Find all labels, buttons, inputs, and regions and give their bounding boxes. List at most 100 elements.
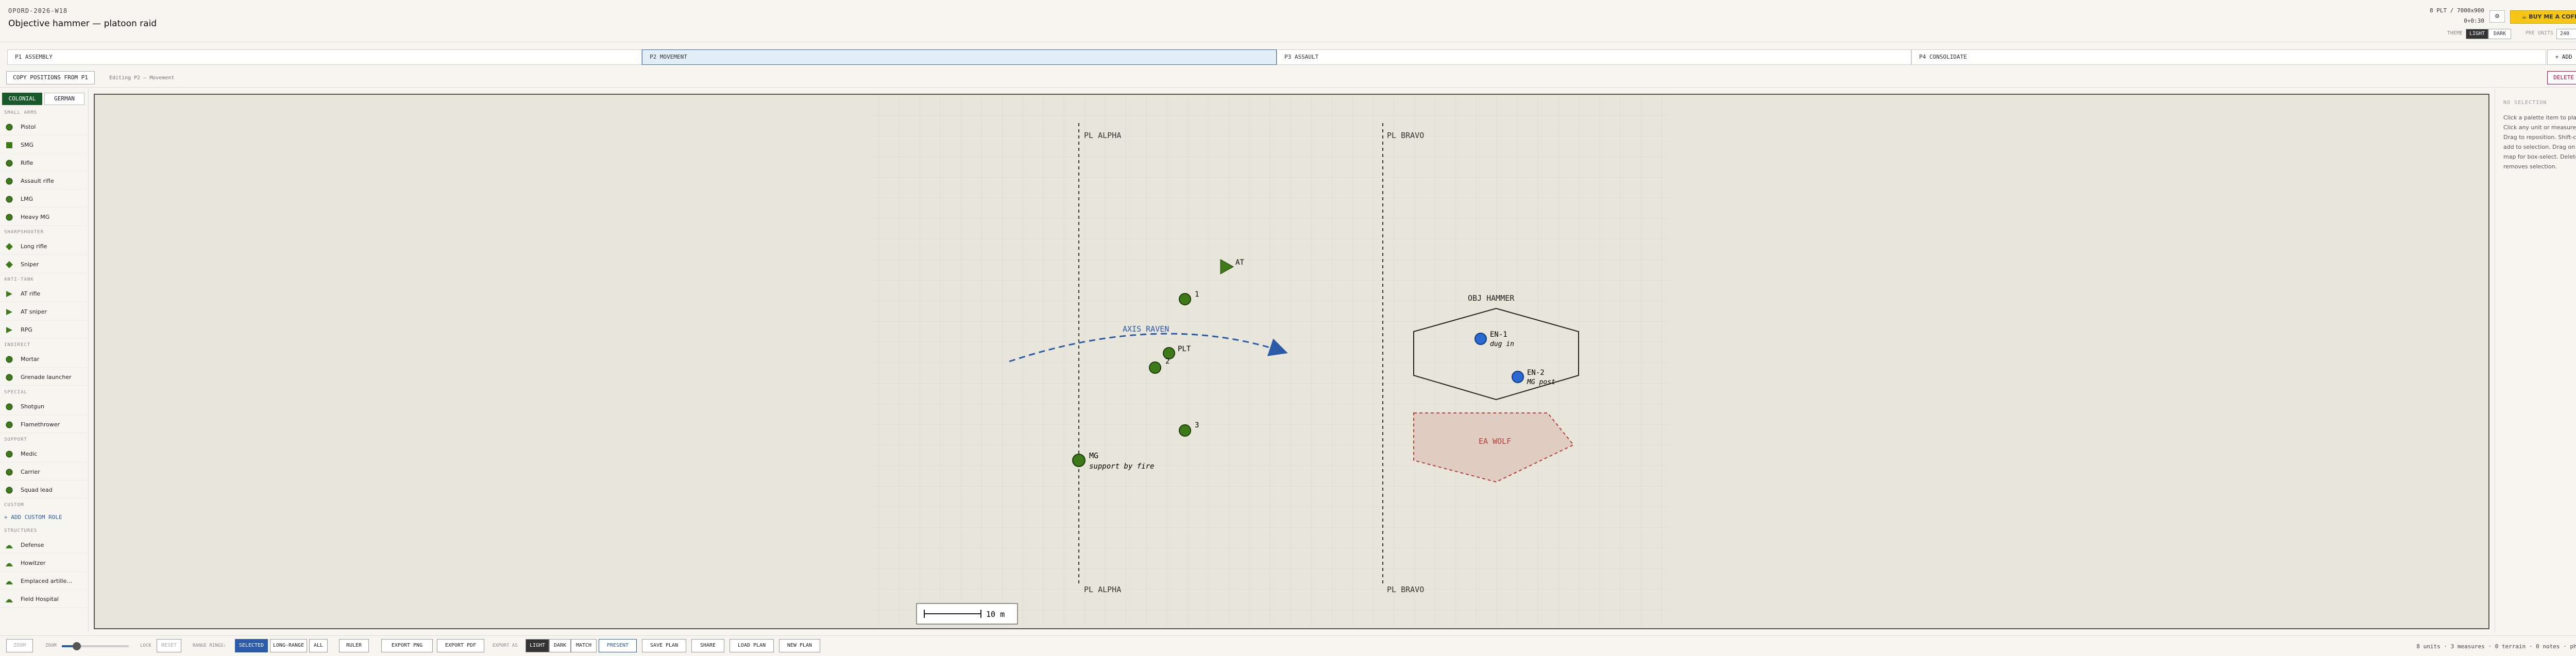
palette-item-carrier[interactable]: Carrier — [0, 462, 88, 480]
tab-german[interactable]: GERMAN — [44, 93, 84, 105]
palette-item-field-hospital[interactable]: Field Hospital — [0, 590, 88, 608]
save-plan-button[interactable]: SAVE PLAN — [642, 639, 686, 652]
grid-input[interactable]: 240 — [2556, 29, 2576, 39]
palette-item-sniper[interactable]: Sniper — [0, 255, 88, 273]
delete-phase-button[interactable]: DELETE PHASE — [2547, 71, 2576, 84]
ruler-button[interactable]: RULER — [339, 639, 369, 652]
enemy-note: MG post — [1527, 378, 1555, 386]
selection-help: Click a palette item to place it. Click … — [2503, 114, 2576, 170]
add-custom-role-button[interactable]: + ADD CUSTOM ROLE — [4, 514, 62, 521]
new-plan-button[interactable]: NEW PLAN — [779, 639, 820, 652]
unit-label: PLT — [1178, 345, 1191, 353]
palette-item-lmg[interactable]: LMG — [0, 189, 88, 208]
unit-symbol-icon — [5, 177, 13, 185]
unit-2[interactable] — [1149, 361, 1161, 374]
export-light-button[interactable]: LIGHT — [526, 639, 549, 652]
palette-item-long-rifle[interactable]: Long rifle — [0, 237, 88, 255]
unit-symbol-icon — [5, 403, 13, 411]
map-canvas[interactable]: PL ALPHA PL BRAVO PL ALPHA PL BRAVO AXIS… — [94, 94, 2489, 629]
export-pdf-button[interactable]: EXPORT PDF — [437, 639, 484, 652]
objective-label: OBJ HAMMER — [1468, 294, 1515, 303]
range-selected-button[interactable]: SELECTED — [235, 639, 268, 652]
add-phase-button[interactable]: + ADD PHASE — [2547, 49, 2576, 65]
palette-item-label: Assault rifle — [21, 178, 54, 184]
tab-phase-3[interactable]: P3 ASSAULT — [1277, 49, 1911, 65]
phase-line-label: PL BRAVO — [1387, 131, 1424, 140]
palette-item-at-sniper[interactable]: AT sniper — [0, 302, 88, 320]
phase-bar: P1 ASSEMBLY P2 MOVEMENT P3 ASSAULT P4 CO… — [0, 46, 2576, 66]
palette-item-rpg[interactable]: RPG — [0, 320, 88, 338]
palette-item-pistol[interactable]: Pistol — [0, 117, 88, 135]
palette-item-emplaced-artille[interactable]: Emplaced artille… — [0, 572, 88, 590]
unit-3[interactable] — [1179, 424, 1191, 437]
gear-icon[interactable]: ⚙ — [2489, 10, 2505, 23]
axis-label: AXIS RAVEN — [1123, 324, 1169, 334]
palette-item-flamethrower[interactable]: Flamethrower — [0, 415, 88, 433]
tab-phase-4[interactable]: P4 CONSOLIDATE — [1911, 49, 2546, 65]
palette-item-squad-lead[interactable]: Squad lead — [0, 480, 88, 498]
unit-symbol-icon — [5, 421, 13, 429]
tab-phase-2[interactable]: P2 MOVEMENT — [642, 49, 1277, 65]
palette-item-grenade-launcher[interactable]: Grenade launcher — [0, 368, 88, 386]
zoom-label: ZOOM — [45, 643, 57, 648]
palette-list: SMALL ARMS Pistol SMG Rifle Assault rifle LMG… — [0, 106, 88, 608]
palette-item-label: Flamethrower — [21, 421, 60, 428]
unit-plt[interactable] — [1163, 347, 1175, 359]
unit-note: support by fire — [1089, 462, 1154, 471]
theme-dark-button[interactable]: DARK — [2488, 29, 2511, 39]
palette-item-shotgun[interactable]: Shotgun — [0, 397, 88, 415]
palette-item-heavy-mg[interactable]: Heavy MG — [0, 208, 88, 226]
unit-symbol-icon — [5, 261, 13, 269]
unit-at[interactable] — [1220, 259, 1234, 274]
copy-positions-button[interactable]: COPY POSITIONS FROM P1 — [6, 71, 95, 84]
export-match-button[interactable]: MATCH — [571, 639, 597, 652]
position-readout: 0+0:30 — [2464, 18, 2484, 24]
theme-light-button[interactable]: LIGHT — [2466, 29, 2488, 39]
axis-of-advance[interactable] — [1009, 333, 1288, 362]
map-svg[interactable]: PL ALPHA PL BRAVO PL ALPHA PL BRAVO AXIS… — [95, 95, 2488, 628]
palette-item-howitzer[interactable]: Howitzer — [0, 554, 88, 572]
op-code: OPORD-2026-W18 — [8, 7, 68, 14]
tab-colonial[interactable]: COLONIAL — [2, 93, 42, 105]
zoom-slider[interactable] — [62, 642, 129, 650]
unit-mg[interactable] — [1072, 454, 1086, 467]
unit-symbol-icon — [5, 595, 13, 603]
reset-button[interactable]: RESET — [157, 639, 181, 652]
palette-item-label: AT rifle — [21, 290, 41, 297]
range-long-button[interactable]: LONG-RANGE — [270, 639, 307, 652]
present-button[interactable]: PRESENT — [599, 639, 637, 652]
palette-item-defense[interactable]: Defense — [0, 536, 88, 554]
objective-area[interactable] — [1413, 307, 1579, 401]
palette-item-assault-rifle[interactable]: Assault rifle — [0, 171, 88, 189]
palette-item-at-rifle[interactable]: AT rifle — [0, 284, 88, 302]
unit-symbol-icon — [5, 355, 13, 364]
palette-item-medic[interactable]: Medic — [0, 444, 88, 462]
palette-item-smg[interactable]: SMG — [0, 135, 88, 153]
zoom-out-button[interactable]: ZOOM — [6, 639, 33, 652]
coffee-button[interactable]: ☕ BUY ME A COFFEE — [2510, 10, 2576, 24]
export-png-button[interactable]: EXPORT PNG — [381, 639, 433, 652]
unit-1[interactable] — [1179, 293, 1191, 305]
theme-row: THEME LIGHT DARK PRE UNITS 240 — [2330, 29, 2576, 39]
export-dark-button[interactable]: DARK — [549, 639, 571, 652]
lock-label[interactable]: LOCK — [140, 643, 151, 648]
range-all-button[interactable]: ALL — [309, 639, 328, 652]
header: OPORD-2026-W18 Objective hammer — platoo… — [0, 0, 2576, 42]
engagement-area[interactable] — [1413, 412, 1574, 483]
unit-symbol-icon — [5, 559, 13, 567]
palette-category: SMALL ARMS — [4, 110, 38, 115]
tab-phase-1[interactable]: P1 ASSEMBLY — [7, 49, 642, 65]
enemy-en1[interactable] — [1475, 333, 1487, 345]
zoom-slider-handle[interactable] — [72, 642, 81, 650]
unit-label: AT — [1235, 258, 1244, 267]
palette-item-rifle[interactable]: Rifle — [0, 153, 88, 171]
phase-line-label: PL ALPHA — [1084, 131, 1121, 140]
unit-symbol-icon — [5, 468, 13, 476]
palette-item-label: Mortar — [21, 356, 40, 362]
share-button[interactable]: SHARE — [691, 639, 724, 652]
enemy-en2[interactable] — [1512, 371, 1524, 383]
enemy-label: EN-1 — [1490, 331, 1507, 339]
palette-item-label: SMG — [21, 142, 33, 148]
palette-item-mortar[interactable]: Mortar — [0, 350, 88, 368]
load-plan-button[interactable]: LOAD PLAN — [730, 639, 774, 652]
